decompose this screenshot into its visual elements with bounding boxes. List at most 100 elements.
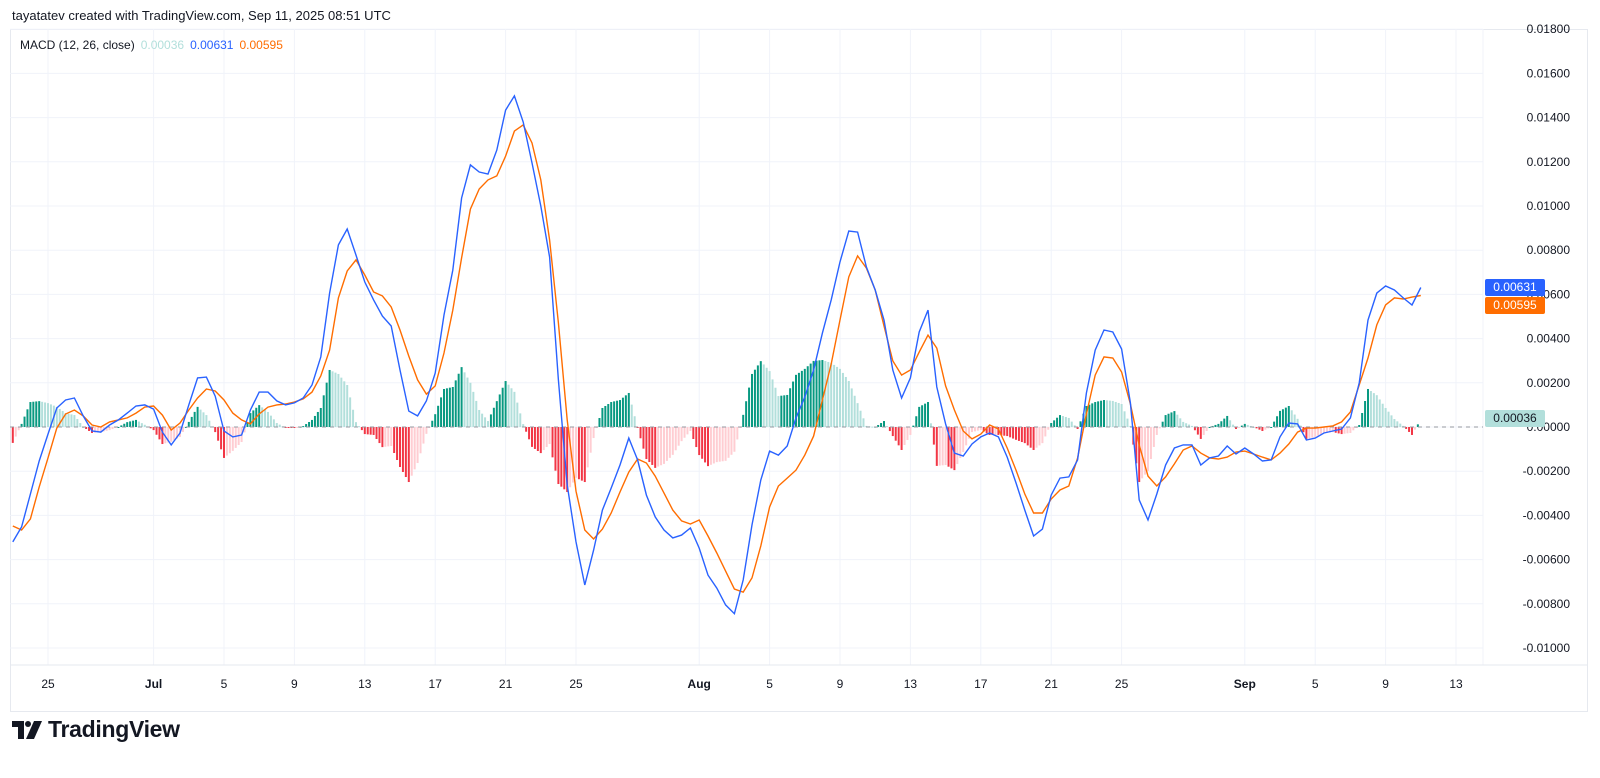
histogram-bar [407, 427, 410, 483]
histogram-bar [1155, 427, 1158, 435]
y-tick-label: 0.01400 [1527, 111, 1571, 125]
histogram-bar [404, 427, 407, 478]
histogram-bar [701, 427, 704, 459]
histogram-bar [1123, 411, 1126, 427]
histogram-bar [589, 427, 592, 453]
histogram-bar [539, 427, 542, 454]
histogram-bar [935, 427, 938, 466]
tradingview-logo-icon [12, 720, 42, 739]
histogram-bar [1349, 427, 1352, 433]
histogram-bar [14, 427, 17, 437]
histogram-bar [812, 360, 815, 427]
histogram-bar [363, 427, 366, 435]
histogram-bar [346, 385, 349, 427]
histogram-bar [929, 423, 932, 427]
histogram-bar [698, 427, 701, 456]
histogram-bar [135, 419, 137, 427]
histogram-bar [85, 427, 88, 429]
histogram-bar [997, 427, 1000, 435]
histogram-bar [1097, 401, 1100, 427]
histogram-bar [994, 427, 997, 435]
histogram-bar [871, 426, 874, 428]
histogram-bar [979, 427, 982, 430]
histogram-bar [633, 416, 636, 427]
histogram-bar [469, 382, 472, 427]
histogram-bar [1094, 402, 1097, 427]
histogram-bar [387, 427, 390, 447]
histogram-bar [258, 405, 261, 427]
x-tick-label: 13 [358, 677, 372, 691]
histogram-bar [1144, 427, 1147, 475]
histogram-bar [1267, 427, 1270, 429]
histogram-bar [580, 427, 583, 481]
histogram-bar [827, 361, 830, 427]
histogram-bar [1050, 423, 1053, 427]
tradingview-logo[interactable]: TradingView [12, 716, 180, 743]
x-tick-label: 13 [904, 677, 918, 691]
histogram-bar [448, 387, 451, 427]
histogram-bar [1340, 427, 1343, 435]
legend-histogram-value: 0.00036 [140, 38, 185, 52]
histogram-bar [1020, 427, 1023, 443]
histogram-bar [487, 421, 489, 427]
histogram-bar [1273, 421, 1276, 427]
histogram-bar [167, 427, 170, 443]
histogram-price-badge: 0.00036 [1485, 410, 1545, 428]
macd-line [12, 94, 1422, 616]
histogram-bar [973, 427, 976, 432]
histogram-bar [11, 427, 14, 443]
logo-text: TradingView [48, 716, 180, 742]
histogram-bar [1158, 427, 1161, 429]
histogram-bar [1217, 423, 1220, 427]
histogram-bar [495, 401, 498, 427]
histogram-bar [38, 401, 41, 427]
histogram-bar [149, 427, 152, 429]
histogram-bar [859, 410, 862, 427]
indicator-legend[interactable]: MACD (12, 26, close) 0.00036 0.00631 0.0… [20, 38, 283, 52]
histogram-bar [1152, 427, 1155, 447]
histogram-bar [208, 420, 211, 427]
histogram-bar [422, 427, 425, 444]
histogram-bar [657, 427, 660, 467]
histogram-bar [396, 427, 399, 461]
histogram-bar [1208, 427, 1211, 428]
histogram-bar [114, 427, 117, 429]
histogram-bar [217, 427, 220, 441]
histogram-bar [1173, 411, 1176, 427]
histogram-bar [1191, 425, 1193, 427]
histogram-bar [272, 419, 275, 427]
histogram-bar [1120, 404, 1123, 427]
histogram-bar [1149, 427, 1152, 459]
histogram-bar [912, 425, 915, 427]
histogram-bar [23, 416, 26, 427]
histogram-bar [753, 369, 756, 427]
histogram-bar [26, 409, 29, 427]
histogram-bar [1009, 427, 1012, 438]
histogram-bar [709, 427, 712, 465]
y-tick-label: 0.00200 [1527, 376, 1571, 390]
histogram-bar [1276, 416, 1279, 427]
histogram-bar [1108, 400, 1111, 427]
histogram-bar [921, 405, 924, 427]
x-tick-label: 17 [974, 677, 988, 691]
histogram-bar [372, 427, 375, 435]
histogram-bar [158, 427, 161, 440]
histogram-bar [445, 388, 448, 427]
histogram-bar [560, 427, 563, 487]
histogram-bar [792, 381, 795, 427]
histogram-bar [1378, 399, 1381, 427]
histogram-bar [375, 427, 378, 440]
histogram-bar [806, 366, 809, 427]
x-tick-label: 9 [291, 677, 298, 691]
histogram-bar [17, 427, 20, 431]
x-tick-label: 5 [221, 677, 228, 691]
histogram-bar [478, 409, 481, 427]
x-tick-label: 5 [1312, 677, 1319, 691]
histogram-bar [569, 427, 572, 488]
histogram-bar [665, 427, 668, 461]
histogram-bar [674, 427, 677, 451]
histogram-bar [786, 394, 789, 427]
histogram-bar [161, 427, 164, 445]
histogram-bar [639, 427, 642, 439]
